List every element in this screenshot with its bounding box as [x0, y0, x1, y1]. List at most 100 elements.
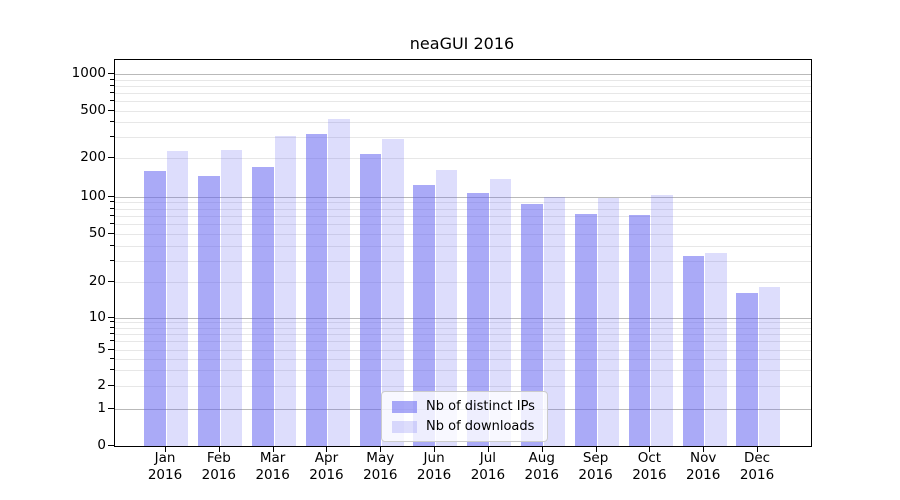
x-tick-label: Oct 2016	[632, 450, 667, 483]
minor-gridline	[115, 158, 811, 159]
y-axis-minor-tick	[110, 92, 114, 94]
y-axis-minor-tick	[110, 136, 114, 138]
bar-jun-downloads	[436, 169, 458, 446]
x-axis-tick	[380, 446, 382, 452]
bar-apr-downloads	[328, 118, 350, 446]
x-tick-label: Mar 2016	[255, 450, 290, 483]
minor-gridline	[115, 358, 811, 360]
x-axis-tick	[326, 446, 328, 452]
minor-gridline	[115, 215, 811, 217]
minor-gridline	[115, 202, 811, 204]
minor-gridline	[115, 85, 811, 87]
bar-mar-distinct-ips	[251, 167, 274, 446]
minor-gridline	[115, 282, 811, 283]
minor-gridline	[115, 386, 811, 387]
y-axis-minor-tick	[110, 340, 114, 342]
minor-gridline	[115, 334, 811, 336]
bar-may-distinct-ips	[359, 153, 382, 446]
minor-gridline	[115, 341, 811, 343]
x-axis-tick	[649, 446, 651, 452]
y-axis-minor-tick	[110, 357, 114, 359]
y-axis-minor-tick	[110, 369, 114, 371]
minor-gridline	[115, 322, 811, 324]
bar-oct-distinct-ips	[628, 215, 651, 446]
y-tick-label: 2	[97, 377, 106, 393]
y-tick-label: 1	[97, 399, 106, 416]
minor-gridline	[115, 111, 811, 112]
x-axis-tick	[541, 446, 543, 452]
minor-gridline	[115, 93, 811, 95]
y-axis-tick	[108, 445, 114, 446]
legend-swatch-downloads-icon	[392, 420, 417, 433]
x-tick-label: Jan 2016	[147, 450, 183, 483]
y-axis-minor-tick	[110, 207, 114, 209]
y-axis-minor-tick	[110, 78, 114, 80]
x-tick-label: Apr 2016	[309, 450, 344, 483]
x-tick-label: Dec 2016	[739, 450, 775, 483]
bar-aug-distinct-ips	[521, 204, 543, 446]
y-tick-label: 0	[97, 437, 106, 453]
chart-title: neaGUI 2016	[409, 34, 515, 53]
y-tick-label: 10	[88, 308, 106, 325]
plot-area: Nb of distinct IPs Nb of downloads	[114, 59, 812, 447]
minor-gridline	[115, 101, 811, 103]
major-gridline	[115, 196, 811, 198]
x-axis-tick	[165, 446, 166, 452]
y-tick-label: 5	[97, 341, 106, 357]
minor-gridline	[115, 234, 811, 235]
y-tick-label: 500	[80, 102, 106, 118]
y-axis-tick	[108, 195, 114, 197]
x-tick-label: May 2016	[363, 450, 398, 483]
major-gridline	[115, 74, 811, 75]
x-axis-tick	[218, 446, 220, 452]
bar-nov-distinct-ips	[682, 255, 705, 446]
x-axis-tick	[272, 446, 274, 452]
x-tick-label: Nov 2016	[686, 450, 721, 483]
minor-gridline	[115, 260, 811, 262]
y-axis-minor-tick	[110, 223, 114, 225]
y-axis-minor-tick	[110, 326, 114, 328]
bar-sep-distinct-ips	[574, 214, 597, 446]
legend-swatch-distinct-ips-icon	[392, 400, 417, 413]
bar-aug-downloads	[543, 196, 566, 446]
minor-gridline	[115, 137, 811, 139]
bar-jul-downloads	[489, 178, 512, 446]
x-axis-tick	[595, 446, 597, 452]
bar-dec-downloads	[759, 287, 781, 446]
minor-gridline	[115, 208, 811, 210]
legend-item-downloads: Nb of downloads	[392, 419, 535, 434]
minor-gridline	[115, 224, 811, 226]
legend-label-downloads: Nb of downloads	[426, 419, 535, 434]
y-axis-tick	[108, 157, 114, 158]
legend-label-distinct-ips: Nb of distinct IPs	[426, 399, 535, 414]
x-tick-label: Jun 2016	[416, 450, 452, 483]
y-axis-minor-tick	[110, 84, 114, 86]
bar-apr-distinct-ips	[305, 134, 328, 446]
y-axis-tick	[108, 407, 114, 409]
bar-oct-downloads	[651, 194, 673, 446]
x-axis-tick	[703, 446, 705, 452]
x-tick-label: Sep 2016	[578, 450, 613, 483]
y-axis-minor-tick	[110, 244, 114, 246]
bar-jan-distinct-ips	[144, 171, 166, 446]
bar-jun-distinct-ips	[413, 184, 436, 446]
y-axis-minor-tick	[110, 121, 114, 123]
y-axis-tick	[108, 385, 114, 386]
legend-item-distinct-ips: Nb of distinct IPs	[392, 399, 535, 414]
minor-gridline	[115, 370, 811, 372]
minor-gridline	[115, 327, 811, 329]
minor-gridline	[115, 79, 811, 81]
minor-gridline	[115, 122, 811, 124]
y-axis-tick	[108, 73, 114, 74]
x-axis-tick	[487, 446, 489, 452]
x-axis-tick	[757, 446, 759, 452]
y-axis-minor-tick	[110, 333, 114, 335]
bar-may-downloads	[382, 138, 404, 446]
y-tick-label: 100	[80, 187, 106, 204]
y-tick-label: 1000	[71, 65, 106, 81]
bar-jul-distinct-ips	[467, 192, 489, 446]
bar-feb-distinct-ips	[198, 175, 220, 446]
y-tick-label: 50	[88, 225, 106, 241]
y-axis-minor-tick	[110, 201, 114, 203]
